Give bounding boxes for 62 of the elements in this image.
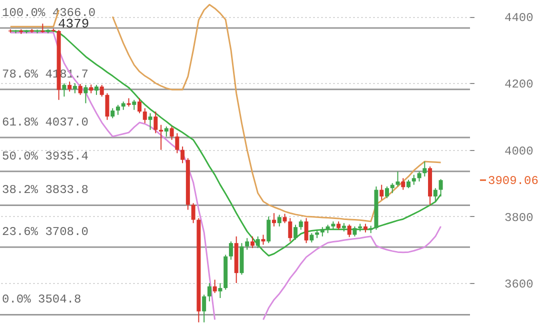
candlestick bbox=[142, 108, 147, 124]
candlestick bbox=[288, 218, 292, 242]
candlestick bbox=[202, 294, 206, 323]
candlestick bbox=[401, 178, 406, 190]
y-tick-label: 3800 bbox=[504, 210, 534, 225]
candlestick bbox=[384, 186, 389, 199]
candlestick bbox=[100, 84, 104, 98]
y-tick-label: 3600 bbox=[504, 278, 534, 292]
y-tick-label: 4400 bbox=[504, 11, 534, 26]
candlestick bbox=[62, 82, 66, 98]
candlestick bbox=[207, 282, 212, 302]
candlestick bbox=[266, 216, 271, 244]
candlestick bbox=[412, 174, 416, 186]
ref-line-label: 61.8% 4037.0 bbox=[2, 116, 88, 130]
candlestick bbox=[347, 224, 352, 238]
y-tick-label: 4000 bbox=[504, 144, 534, 158]
candlestick bbox=[422, 161, 427, 177]
candlestick bbox=[228, 240, 233, 260]
candlestick bbox=[84, 84, 88, 104]
candlestick bbox=[261, 234, 266, 246]
candlestick bbox=[138, 98, 142, 114]
ref-line-label: 50.0% 3935.4 bbox=[2, 149, 88, 164]
candlestick bbox=[191, 202, 196, 224]
candlestick bbox=[433, 188, 438, 202]
candlestick bbox=[396, 170, 400, 187]
candlestick bbox=[175, 132, 180, 154]
candlestick bbox=[218, 282, 222, 299]
candlestick bbox=[277, 214, 282, 227]
candlestick bbox=[272, 212, 276, 227]
candlestick bbox=[78, 83, 82, 96]
candlestick bbox=[298, 219, 303, 230]
ref-line-label: 23.6% 3708.0 bbox=[2, 225, 88, 240]
candlestick bbox=[256, 236, 260, 249]
candlestick bbox=[110, 108, 115, 119]
candlestick bbox=[390, 182, 394, 194]
candlestick bbox=[380, 184, 384, 200]
candlestick bbox=[148, 112, 152, 130]
candlestick bbox=[72, 82, 77, 94]
annotation: 4379 bbox=[58, 16, 90, 32]
candlestick bbox=[245, 238, 250, 250]
candlestick bbox=[250, 236, 254, 249]
candlestick bbox=[170, 126, 174, 140]
candlestick bbox=[132, 99, 136, 110]
y-tick-label: 4200 bbox=[504, 78, 534, 92]
candlestick bbox=[116, 104, 120, 116]
candlestick bbox=[94, 84, 98, 96]
candlestick bbox=[310, 232, 314, 243]
candlestick bbox=[105, 92, 110, 120]
ref-line-label: 38.2% 3833.8 bbox=[2, 183, 88, 198]
candlestick bbox=[320, 226, 324, 237]
candlestick bbox=[282, 213, 287, 224]
candlestick bbox=[180, 146, 185, 164]
candlestick bbox=[164, 126, 168, 138]
text: 3909.06 bbox=[488, 174, 538, 188]
candlestick bbox=[304, 218, 308, 244]
candlestick bbox=[154, 111, 158, 134]
candlestick bbox=[294, 224, 298, 240]
candlestick bbox=[417, 170, 422, 182]
candlestick bbox=[352, 226, 357, 237]
ref-line-label: 0.0% 3504.8 bbox=[2, 292, 82, 307]
candlestick bbox=[212, 279, 217, 294]
candlestick bbox=[68, 81, 72, 92]
